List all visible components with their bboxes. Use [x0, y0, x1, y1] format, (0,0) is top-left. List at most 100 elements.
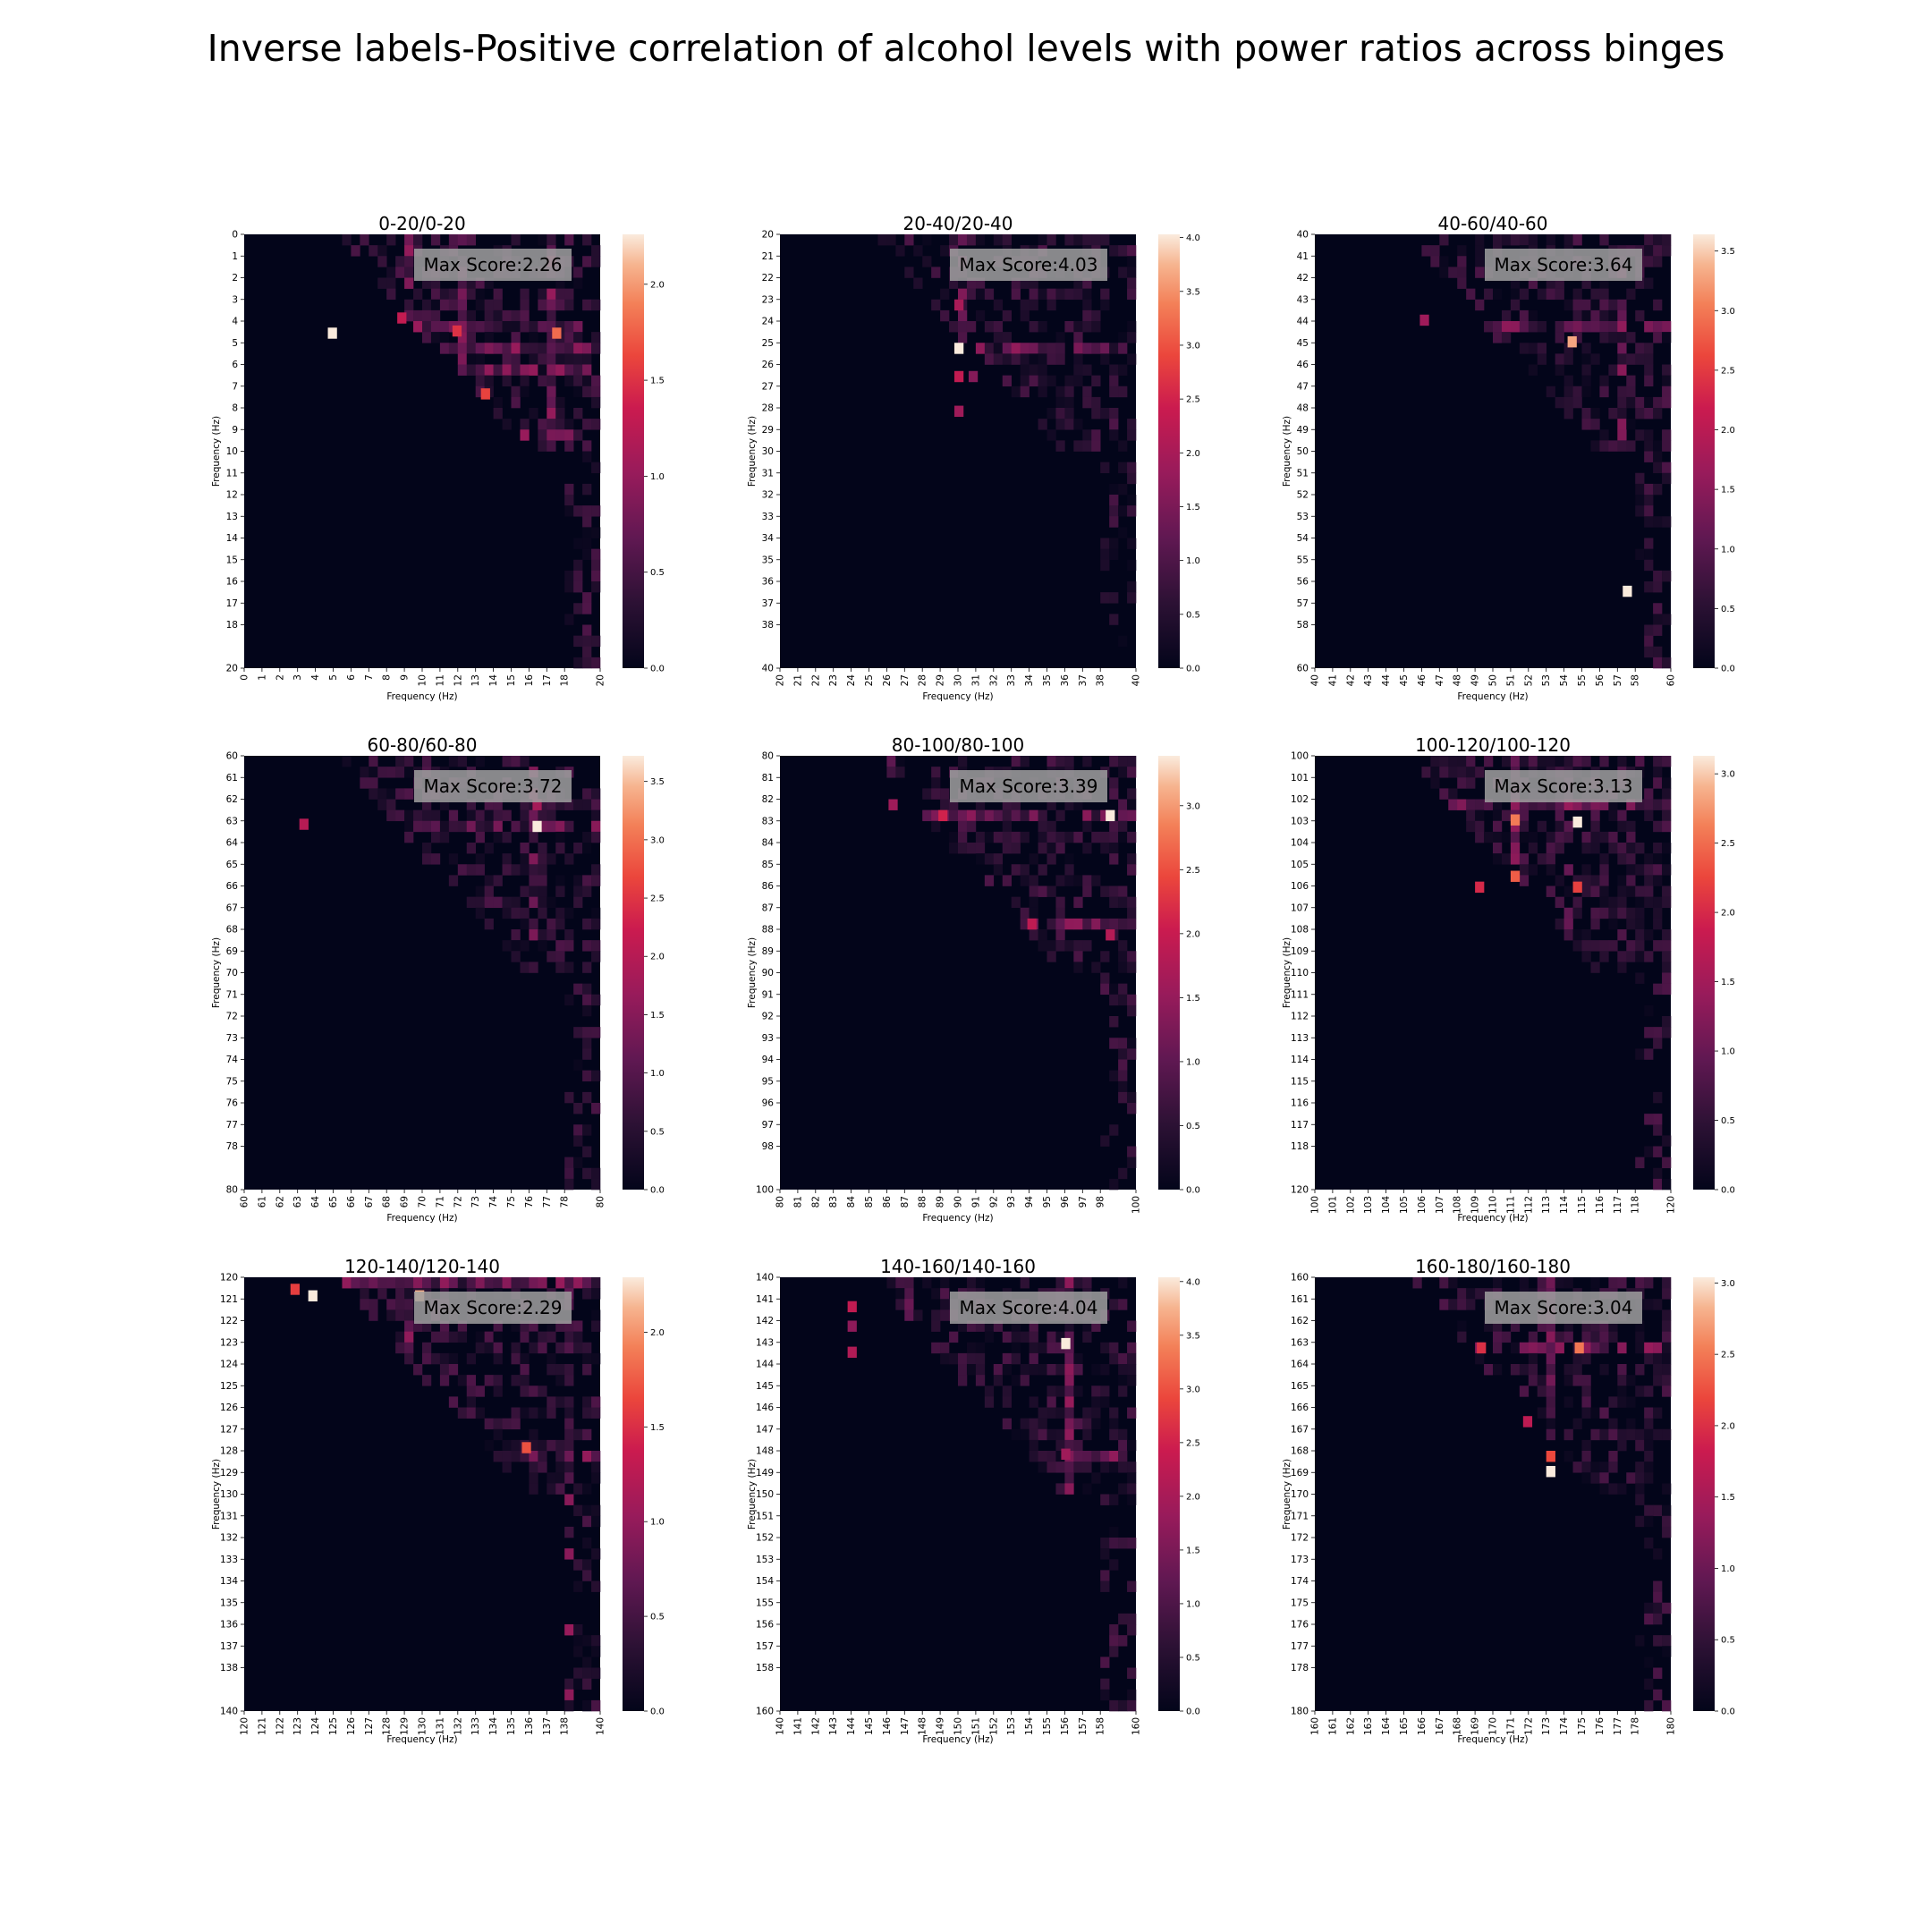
heatmap-cell	[1038, 1418, 1047, 1430]
heatmap-cell	[1109, 1699, 1119, 1712]
heatmap-cell	[1662, 332, 1672, 343]
heatmap-cell	[904, 1309, 914, 1321]
heatmap-cell	[457, 299, 468, 311]
heatmap-cell	[1635, 1157, 1645, 1169]
heatmap-cell	[466, 288, 476, 301]
heatmap-cell	[1064, 288, 1074, 301]
heatmap-cell	[404, 809, 414, 822]
heatmap-cell	[895, 767, 905, 778]
heatmap-cell	[369, 1309, 378, 1321]
x-tick-label: 63	[292, 1196, 303, 1208]
heatmap-cell	[1100, 1678, 1110, 1690]
heatmap-cell	[1537, 288, 1546, 301]
heatmap-cell	[1100, 983, 1110, 996]
heatmap-cell	[582, 1146, 592, 1157]
x-tick-label: 2	[275, 674, 285, 681]
heatmap-cell	[475, 1385, 485, 1397]
heatmap-cell	[931, 767, 941, 778]
heatmap-cell	[493, 1331, 503, 1343]
heatmap-cell	[430, 332, 441, 343]
heatmap-cell	[1029, 343, 1038, 354]
heatmap-cell	[1653, 1114, 1663, 1125]
x-tick-label: 154	[1024, 1717, 1035, 1735]
heatmap-cell	[931, 267, 941, 278]
heatmap-cell	[1617, 1277, 1627, 1289]
panel-title: 120-140/120-140	[344, 1256, 500, 1277]
x-tick-label: 176	[1595, 1717, 1606, 1735]
heatmap-cell	[1644, 1678, 1654, 1690]
y-tick-label: 47	[1297, 381, 1309, 392]
heatmap-cell	[1581, 843, 1591, 854]
y-tick-label: 162	[1291, 1316, 1309, 1326]
heatmap-cell	[1617, 843, 1627, 854]
heatmap-cell	[1510, 299, 1521, 311]
heatmap-cell	[1127, 419, 1137, 430]
heatmap-cell	[538, 343, 547, 354]
y-tick-label: 164	[1291, 1360, 1309, 1370]
heatmap-cell	[1118, 994, 1128, 1006]
heatmap-cell	[1617, 951, 1627, 962]
heatmap-cell	[1038, 1462, 1047, 1473]
y-tick-label: 147	[756, 1424, 774, 1435]
y-tick-label: 100	[756, 1185, 774, 1196]
heatmap-cell	[1064, 386, 1074, 398]
heatmap-cell	[404, 245, 414, 257]
heatmap-cell	[1662, 1309, 1672, 1321]
heatmap-cell	[1599, 1320, 1609, 1332]
heatmap-cell	[1653, 1667, 1663, 1679]
heatmap-cell	[457, 1320, 468, 1332]
heatmap-cell	[520, 886, 530, 897]
heatmap-cell	[520, 299, 530, 311]
axes: 0011223344556677889910101111121213131414…	[226, 230, 606, 687]
heatmap-cell	[395, 756, 405, 767]
heatmap-panel: Max Score:3.3980-100/80-1008080818182828…	[747, 734, 1200, 1224]
heatmap-cell	[1493, 1320, 1503, 1332]
heatmap-cell	[591, 1070, 601, 1082]
heatmap-cell	[484, 375, 494, 387]
heatmap-cell	[1644, 1407, 1654, 1419]
x-tick-label: 153	[1006, 1717, 1017, 1735]
heatmap-cell	[1662, 1342, 1672, 1354]
heatmap-cell	[1073, 951, 1083, 962]
heatmap-cell	[1127, 332, 1137, 343]
heatmap-cell	[1635, 1364, 1645, 1376]
heatmap-cell	[564, 288, 574, 301]
heatmap-cell	[591, 1167, 601, 1180]
heatmap-cell	[493, 309, 503, 322]
heatmap-cell	[1510, 288, 1521, 301]
x-tick-label: 35	[1042, 674, 1053, 686]
heatmap-cell	[369, 767, 378, 778]
heatmap-cell	[555, 321, 565, 333]
heatmap-cell	[1581, 408, 1591, 419]
heatmap-hotspot	[1061, 1337, 1071, 1350]
heatmap-cell	[1038, 831, 1047, 843]
heatmap-cell	[1546, 853, 1555, 865]
heatmap-cell	[1572, 799, 1582, 810]
heatmap-cell	[1100, 831, 1110, 843]
heatmap-cell	[1644, 1114, 1654, 1125]
heatmap-cell	[1617, 756, 1627, 767]
axes: 8080818182828383848485858686878788888989…	[756, 751, 1142, 1215]
y-tick-label: 57	[1297, 598, 1309, 609]
heatmap-cell	[430, 288, 441, 301]
heatmap-cell	[1662, 983, 1672, 996]
heatmap-cell	[1109, 983, 1119, 996]
heatmap-cell	[564, 1396, 574, 1408]
x-tick-label: 92	[988, 1196, 999, 1208]
colorbar-tick-label: 2.5	[1721, 1351, 1735, 1360]
heatmap-cell	[564, 321, 574, 333]
heatmap-cell	[547, 299, 556, 311]
colorbar-tick-label: 0.0	[1186, 1707, 1200, 1717]
heatmap-cell	[984, 1320, 995, 1332]
heatmap-cell	[1493, 820, 1503, 833]
heatmap-cell	[564, 1472, 574, 1484]
x-tick-label: 14	[488, 674, 499, 687]
heatmap-cell	[1091, 234, 1101, 246]
heatmap-cell	[1109, 1016, 1119, 1028]
heatmap-cell	[1608, 843, 1618, 854]
heatmap-cell	[564, 1375, 574, 1386]
heatmap-cell	[582, 1352, 592, 1365]
y-tick-label: 165	[1291, 1381, 1309, 1392]
y-tick-label: 64	[226, 838, 239, 849]
heatmap-cell	[439, 1375, 450, 1386]
